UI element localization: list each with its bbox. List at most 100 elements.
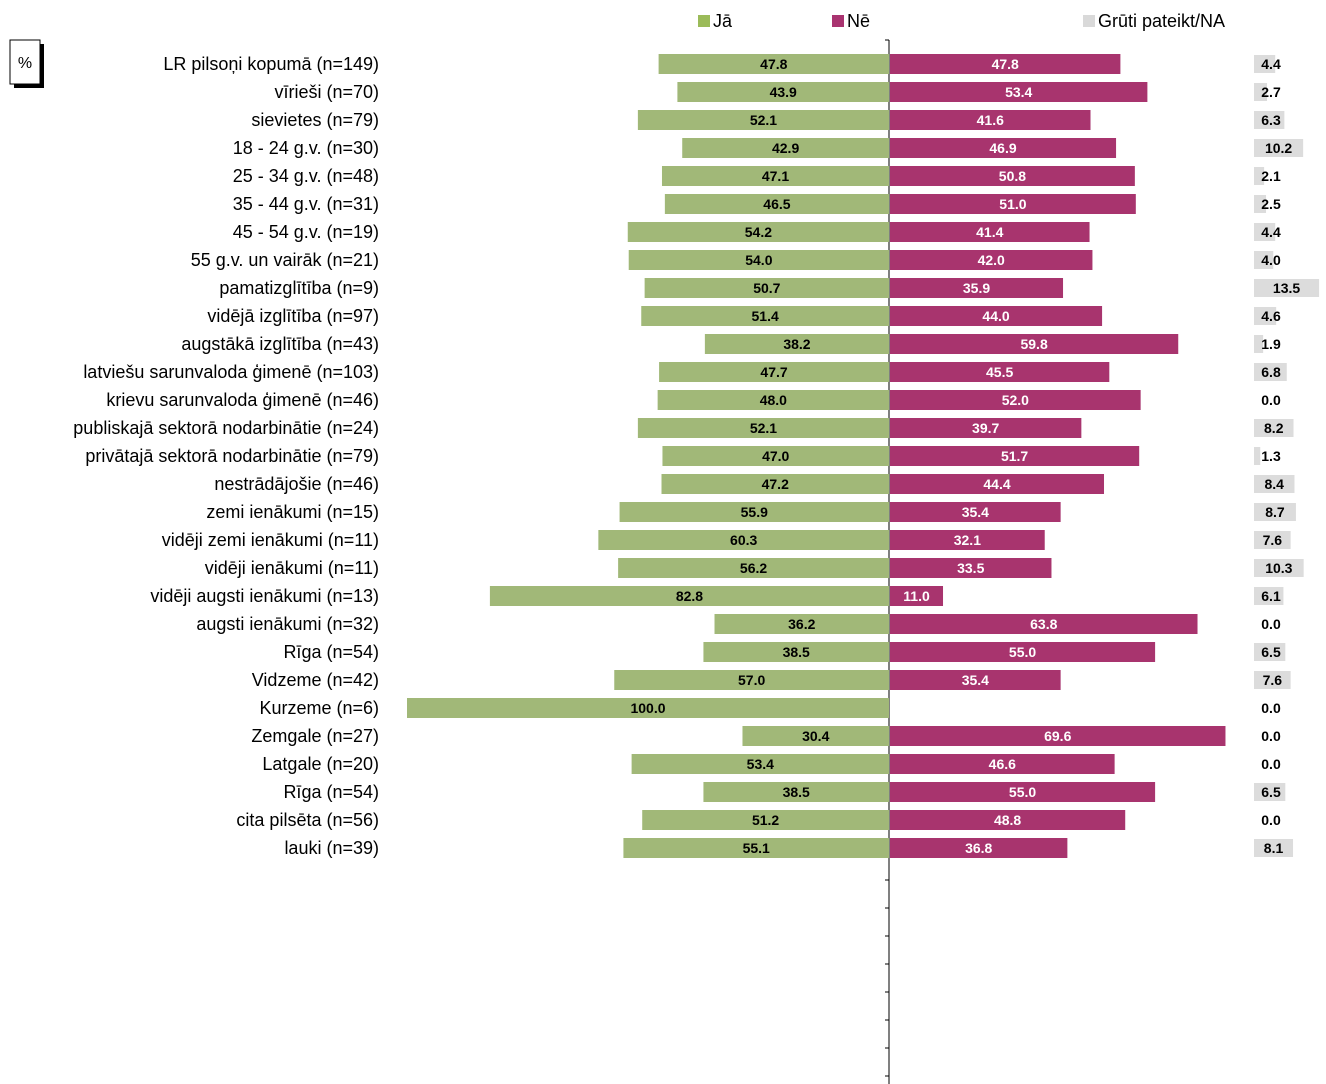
value-label-ne: 45.5 (986, 364, 1013, 380)
value-label-ne: 44.4 (983, 476, 1010, 492)
value-label-na: 2.5 (1261, 196, 1281, 212)
chart-row: pamatizglītība (n=9) 50.7 35.9 13.5 (219, 278, 1320, 298)
chart-row: publiskajā sektorā nodarbinātie (n=24) 52… (73, 418, 1294, 438)
value-label-ne: 35.9 (963, 280, 990, 296)
chart-row: sievietes (n=79) 52.1 41.6 6.3 (251, 110, 1285, 130)
row-label: Latgale (n=20) (262, 754, 379, 774)
value-label-na: 10.3 (1265, 560, 1292, 576)
bar-na (1254, 503, 1296, 521)
row-label: vidēji zemi ienākumi (n=11) (162, 530, 379, 550)
bar-ne (890, 782, 1156, 802)
bar-na (1254, 783, 1286, 801)
chart-row: latviešu sarunvaloda ģimenē (n=103) 47.7 4… (83, 362, 1287, 382)
value-label-ja: 82.8 (676, 588, 703, 604)
bar-ja (677, 82, 889, 102)
legend-label: Jā (713, 11, 733, 31)
row-label: 25 - 34 g.v. (n=48) (233, 166, 379, 186)
bar-ne (890, 54, 1121, 74)
bar-ja (628, 250, 889, 270)
row-label: sievietes (n=79) (251, 110, 379, 130)
value-label-na: 4.4 (1261, 56, 1281, 72)
row-label: 35 - 44 g.v. (n=31) (233, 194, 379, 214)
bar-ne (890, 166, 1135, 186)
bar-ja (619, 502, 889, 522)
row-label: vidēji augsti ienākumi (n=13) (150, 586, 379, 606)
chart-rows: LR pilsoņi kopumā (n=149) 47.8 47.8 4.4 vīri… (73, 54, 1320, 858)
bar-ja (661, 166, 889, 186)
bar-ne (890, 418, 1082, 438)
row-label: vīrieši (n=70) (274, 82, 379, 102)
value-label-na: 8.2 (1264, 420, 1284, 436)
chart-row: vidēji zemi ienākumi (n=11) 60.3 32.1 7.6 (162, 530, 1291, 550)
value-label-ja: 51.4 (752, 308, 779, 324)
chart-row: vidēji augsti ienākumi (n=13) 82.8 11.0 6.1 (150, 586, 1284, 606)
value-label-na: 0.0 (1261, 812, 1281, 828)
row-label: pamatizglītība (n=9) (219, 278, 379, 298)
chart-row: vidējā izglītība (n=97) 51.4 44.0 4.6 (207, 306, 1281, 326)
bar-ja (657, 390, 889, 410)
chart-row: Rīga (n=54) 38.5 55.0 6.5 (283, 782, 1286, 802)
value-label-ja: 52.1 (750, 420, 777, 436)
bar-ja (742, 726, 889, 746)
bar-ne (890, 474, 1105, 494)
value-label-ja: 50.7 (753, 280, 780, 296)
chart-row: krievu sarunvaloda ģimenē (n=46) 48.0 52.0… (106, 390, 1281, 410)
chart-row: 25 - 34 g.v. (n=48) 47.1 50.8 2.1 (233, 166, 1281, 186)
chart-row: Rīga (n=54) 38.5 55.0 6.5 (283, 642, 1286, 662)
bar-ne (890, 754, 1115, 774)
value-label-ja: 51.2 (752, 812, 779, 828)
bar-ja (489, 586, 889, 606)
bar-ne (890, 250, 1093, 270)
bar-na (1254, 475, 1295, 493)
value-label-na: 0.0 (1261, 616, 1281, 632)
bar-ja (407, 698, 889, 718)
bar-na (1254, 195, 1267, 213)
bar-ne (890, 810, 1126, 830)
bar-na (1254, 251, 1274, 269)
value-label-ne: 69.6 (1044, 728, 1071, 744)
value-label-ne: 51.0 (999, 196, 1026, 212)
value-label-ja: 54.2 (745, 224, 772, 240)
chart-row: vīrieši (n=70) 43.9 53.4 2.7 (274, 82, 1281, 102)
bar-ne (890, 390, 1141, 410)
bar-na (1254, 419, 1294, 437)
value-label-ja: 47.0 (762, 448, 789, 464)
bar-ja (637, 110, 889, 130)
value-label-ja: 46.5 (763, 196, 790, 212)
value-label-na: 4.6 (1261, 308, 1281, 324)
bar-ja (703, 782, 889, 802)
value-label-ne: 46.9 (989, 140, 1016, 156)
chart-row: vidēji ienākumi (n=11) 56.2 33.5 10.3 (205, 558, 1304, 578)
value-label-na: 6.5 (1261, 644, 1281, 660)
value-label-ne: 52.0 (1002, 392, 1029, 408)
bar-ja (631, 754, 889, 774)
row-label: cita pilsēta (n=56) (236, 810, 379, 830)
value-label-na: 4.0 (1261, 252, 1281, 268)
value-label-na: 1.9 (1261, 336, 1281, 352)
unit-box: % (9, 39, 44, 88)
row-label: vidējā izglītība (n=97) (207, 306, 379, 326)
value-label-ne: 51.7 (1001, 448, 1028, 464)
value-label-ja: 54.0 (745, 252, 772, 268)
chart-row: 18 - 24 g.v. (n=30) 42.9 46.9 10.2 (233, 138, 1304, 158)
bar-ne (890, 726, 1226, 746)
legend-item: Grūti pateikt/NA (1083, 11, 1225, 31)
chart-row: Latgale (n=20) 53.4 46.6 0.0 (262, 754, 1281, 774)
bar-ja (703, 642, 889, 662)
bar-ja (659, 362, 889, 382)
value-label-ja: 55.9 (741, 504, 768, 520)
bar-ja (618, 558, 889, 578)
value-label-ja: 38.5 (783, 644, 810, 660)
value-label-ja: 36.2 (788, 616, 815, 632)
chart-legend: Jā Nē Grūti pateikt/NA (698, 11, 1225, 31)
value-label-ne: 47.8 (992, 56, 1019, 72)
value-label-na: 6.8 (1261, 364, 1281, 380)
value-label-na: 10.2 (1265, 140, 1292, 156)
bar-na (1254, 363, 1287, 381)
value-label-ja: 38.2 (783, 336, 810, 352)
row-label: 55 g.v. un vairāk (n=21) (191, 250, 379, 270)
row-label: LR pilsoņi kopumā (n=149) (163, 54, 379, 74)
value-label-ja: 47.2 (762, 476, 789, 492)
bar-ne (890, 138, 1117, 158)
